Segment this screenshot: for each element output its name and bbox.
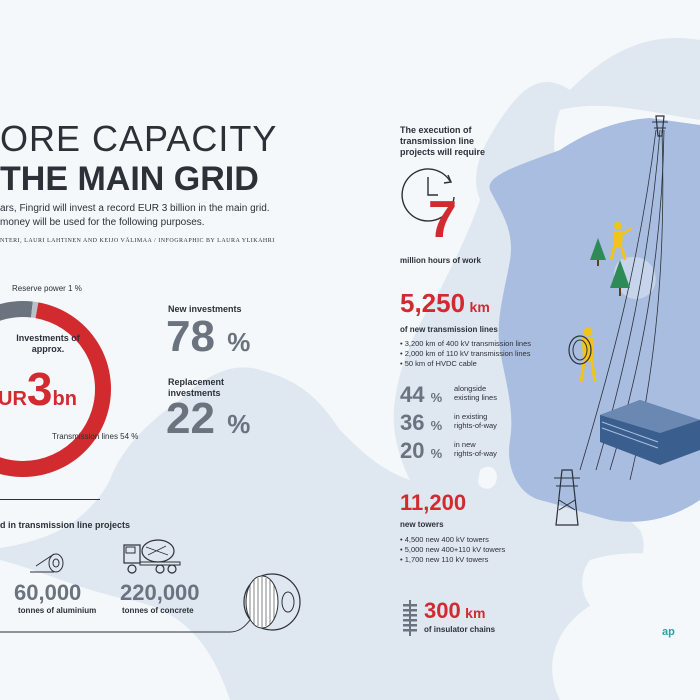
land-estonia — [582, 553, 700, 626]
percent-sign: % — [227, 327, 251, 357]
reserve-power-label: Reserve power 1 % — [12, 284, 82, 293]
towers-label: new towers — [400, 520, 444, 529]
intro-text: ars, Fingrid will invest a record EUR 3 … — [0, 202, 290, 230]
amount-prefix: UR — [0, 388, 27, 410]
title-line-1: ORE CAPACITY — [0, 118, 278, 159]
lines-number: 5,250 — [400, 288, 466, 318]
share-existing-label: in existing rights-of-way — [454, 412, 497, 430]
share-label-line: alongside — [454, 384, 487, 393]
share-label-line: in existing — [454, 412, 488, 421]
replacement-label-line-2: investments — [168, 388, 221, 398]
land-finland-lake — [614, 256, 656, 300]
share-label-line: in new — [454, 440, 476, 449]
concrete-value: 220,000 — [120, 580, 200, 605]
share-unit: % — [430, 418, 443, 433]
intro-line-2: money will be used for the following pur… — [0, 217, 205, 228]
list-item: • 50 km of HVDC cable — [400, 359, 477, 368]
share-existing-value: 36 % — [400, 410, 442, 436]
list-item: • 5,000 new 400+110 kV towers — [400, 545, 506, 554]
list-item: • 4,500 new 400 kV towers — [400, 535, 489, 544]
investment-amount: UR3bn — [0, 362, 77, 416]
land-scandinavia — [0, 0, 700, 548]
lines-unit: km — [469, 299, 490, 315]
divider-line — [0, 499, 100, 500]
title-line-2: THE MAIN GRID — [0, 160, 259, 198]
concrete-label: tonnes of concrete — [122, 606, 194, 615]
insulators-label: of insulator chains — [424, 625, 496, 634]
insulators-unit: km — [465, 605, 486, 621]
land-gotland — [478, 466, 497, 489]
amount-value: 3 — [26, 363, 53, 415]
aluminium-roll-icon — [30, 553, 64, 573]
share-label-line: rights-of-way — [454, 449, 497, 458]
share-label-line: existing lines — [454, 393, 497, 402]
share-alongside-value: 44 % — [400, 382, 442, 408]
investment-donut — [0, 301, 111, 477]
transmission-line-illustration — [554, 115, 700, 526]
share-alongside-label: alongside existing lines — [454, 384, 497, 402]
insulator-chain-icon — [403, 600, 417, 636]
share-number: 36 — [400, 410, 425, 435]
donut-segment-reserve-power — [30, 301, 39, 319]
intro-line-1: ars, Fingrid will invest a record EUR 3 … — [0, 203, 270, 214]
new-investments-number: 78 — [166, 312, 215, 361]
share-label-line: rights-of-way — [454, 421, 497, 430]
towers-value: 11,200 — [400, 490, 467, 515]
lines-value: 5,250 km — [400, 288, 490, 319]
amount-unit: bn — [52, 388, 77, 410]
replacement-investments-label: Replacement investments — [168, 377, 224, 399]
percent-sign: % — [227, 409, 251, 439]
share-unit: % — [430, 446, 443, 461]
logo-text: ap — [662, 626, 675, 638]
work-heading: The execution of transmission line proje… — [400, 125, 486, 157]
concrete-mixer-truck-icon — [123, 539, 181, 574]
investments-approx-label: Investments of approx. — [16, 333, 80, 354]
cable-drum-icon — [0, 573, 301, 633]
share-new-label: in new rights-of-way — [454, 440, 497, 458]
share-new-value: 20 % — [400, 438, 442, 464]
worker-figure-2 — [568, 327, 597, 383]
share-unit: % — [430, 390, 443, 405]
new-investments-label: New investments — [168, 304, 242, 314]
materials-heading: d in transmission line projects — [0, 520, 131, 530]
donut-segment-transmission-lines — [0, 302, 111, 477]
share-number: 20 — [400, 438, 425, 463]
credits: NTERI, LAURI LAHTINEN AND KEIJO VÄLIMAA … — [0, 238, 275, 244]
lines-bullet-list: • 3,200 km of 400 kV transmission lines … — [400, 339, 531, 369]
share-number: 44 — [400, 382, 425, 407]
insulators-value: 300 km — [424, 598, 485, 624]
aluminium-label: tonnes of aluminium — [18, 606, 97, 615]
towers-bullet-list: • 4,500 new 400 kV towers • 5,000 new 40… — [400, 535, 505, 565]
insulators-number: 300 — [424, 598, 461, 623]
worker-figure-1 — [609, 222, 633, 261]
list-item: • 2,000 km of 110 kV transmission lines — [400, 349, 531, 358]
replacement-label-line-1: Replacement — [168, 377, 225, 387]
clock-icon — [401, 168, 455, 222]
list-item: • 1,700 new 110 kV towers — [400, 555, 489, 564]
lines-label: of new transmission lines — [400, 325, 498, 334]
hours-value: 7 — [428, 191, 457, 249]
hours-label: million hours of work — [400, 256, 481, 265]
aluminium-value: 60,000 — [14, 580, 82, 605]
list-item: • 3,200 km of 400 kV transmission lines — [400, 339, 532, 348]
replacement-investments-value: 22 % — [166, 394, 250, 444]
replacement-investments-number: 22 — [166, 394, 215, 443]
new-investments-value: 78 % — [166, 312, 250, 362]
land-lower-left — [0, 560, 230, 700]
transmission-lines-label: Transmission lines 54 % — [52, 432, 139, 441]
